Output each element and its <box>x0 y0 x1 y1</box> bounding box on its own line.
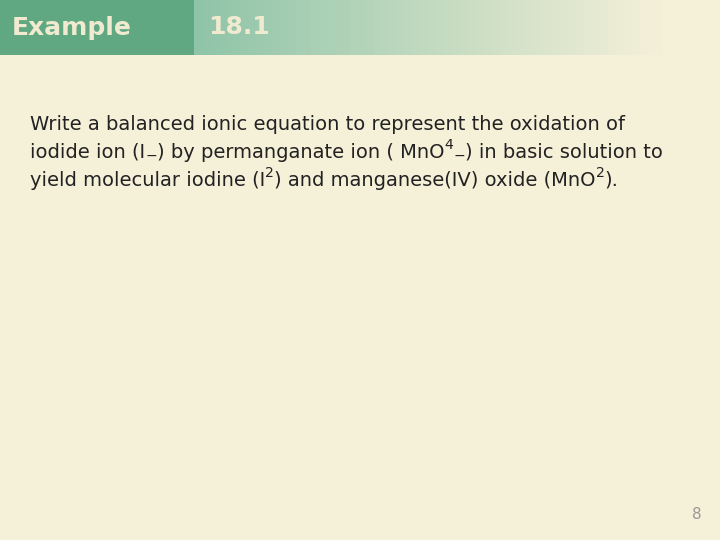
Bar <box>483 0 491 55</box>
Bar <box>631 0 639 55</box>
Bar <box>522 0 531 55</box>
Bar <box>546 0 554 55</box>
Text: Write a balanced ionic equation to represent the oxidation of: Write a balanced ionic equation to repre… <box>30 115 625 134</box>
Bar <box>428 0 437 55</box>
Text: −: − <box>454 149 465 163</box>
Text: iodide ion (I: iodide ion (I <box>30 143 145 162</box>
Bar <box>459 0 468 55</box>
Bar <box>335 0 343 55</box>
Text: −: − <box>145 149 157 163</box>
Bar <box>647 0 655 55</box>
Bar <box>382 0 390 55</box>
Bar <box>225 0 234 55</box>
Bar <box>593 0 600 55</box>
Text: ) by permanganate ion ( MnO: ) by permanganate ion ( MnO <box>157 143 444 162</box>
Text: yield molecular iodine (I: yield molecular iodine (I <box>30 171 265 190</box>
Text: 8: 8 <box>693 507 702 522</box>
Bar <box>585 0 593 55</box>
Bar <box>280 0 289 55</box>
Bar <box>327 0 336 55</box>
Bar <box>218 0 226 55</box>
Text: ).: ). <box>605 171 618 190</box>
Bar <box>405 0 413 55</box>
Bar <box>296 0 304 55</box>
Bar <box>624 0 631 55</box>
Text: 2: 2 <box>595 166 605 180</box>
Bar <box>654 0 663 55</box>
Bar <box>436 0 444 55</box>
Bar <box>265 0 273 55</box>
Bar <box>210 0 218 55</box>
Bar <box>608 0 616 55</box>
Bar <box>359 0 366 55</box>
Bar <box>194 0 203 55</box>
Bar <box>616 0 624 55</box>
Bar <box>374 0 382 55</box>
Bar <box>319 0 328 55</box>
Bar <box>475 0 484 55</box>
Bar <box>366 0 374 55</box>
Bar <box>249 0 257 55</box>
Bar <box>506 0 515 55</box>
Bar <box>639 0 647 55</box>
Text: 18.1: 18.1 <box>208 16 270 39</box>
Bar <box>241 0 250 55</box>
Bar <box>553 0 562 55</box>
Text: Example: Example <box>12 16 132 39</box>
Bar <box>530 0 538 55</box>
Bar <box>202 0 210 55</box>
Bar <box>304 0 312 55</box>
Bar <box>498 0 507 55</box>
Bar <box>561 0 570 55</box>
Bar <box>343 0 351 55</box>
Text: ) and manganese(IV) oxide (MnO: ) and manganese(IV) oxide (MnO <box>274 171 595 190</box>
Bar <box>390 0 397 55</box>
Bar <box>491 0 499 55</box>
Text: 2: 2 <box>265 166 274 180</box>
Bar <box>257 0 265 55</box>
Bar <box>514 0 523 55</box>
Bar <box>444 0 452 55</box>
Bar <box>413 0 421 55</box>
Bar <box>233 0 242 55</box>
Bar <box>420 0 429 55</box>
Bar <box>467 0 476 55</box>
Bar <box>272 0 281 55</box>
Bar <box>600 0 608 55</box>
Bar <box>569 0 577 55</box>
Bar <box>0 0 194 55</box>
Bar <box>397 0 405 55</box>
Bar <box>288 0 297 55</box>
Bar <box>577 0 585 55</box>
Bar <box>538 0 546 55</box>
Bar <box>351 0 359 55</box>
Text: ) in basic solution to: ) in basic solution to <box>465 143 663 162</box>
Bar <box>311 0 320 55</box>
Bar <box>452 0 460 55</box>
Text: 4: 4 <box>444 138 454 152</box>
